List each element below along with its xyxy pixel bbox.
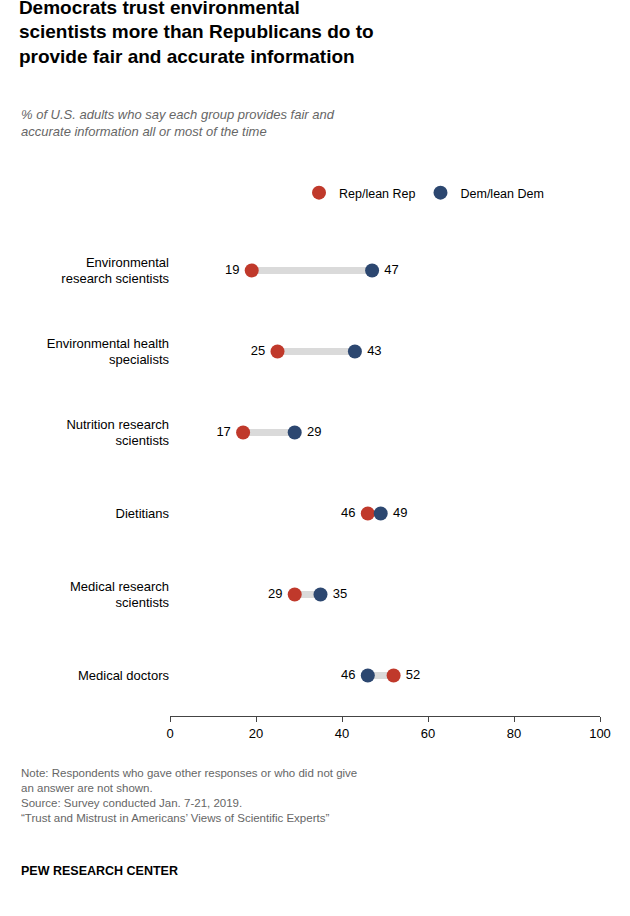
svg-text:40: 40 — [335, 726, 349, 741]
svg-text:Medical researchscientists: Medical researchscientists — [70, 579, 169, 611]
svg-text:20: 20 — [249, 726, 263, 741]
svg-text:80: 80 — [507, 726, 521, 741]
svg-text:19: 19 — [225, 262, 239, 277]
svg-text:46: 46 — [341, 667, 355, 682]
svg-text:25: 25 — [251, 343, 265, 358]
svg-text:PEW RESEARCH CENTER: PEW RESEARCH CENTER — [21, 864, 178, 878]
svg-text:60: 60 — [421, 726, 435, 741]
svg-text:Medical doctors: Medical doctors — [78, 668, 170, 683]
svg-text:35: 35 — [333, 586, 347, 601]
svg-text:Dietitians: Dietitians — [116, 506, 170, 521]
svg-text:% of U.S. adults who say each: % of U.S. adults who say each group prov… — [21, 107, 335, 139]
svg-text:Dem/lean Dem: Dem/lean Dem — [460, 187, 543, 201]
svg-text:Democrats trust environmentals: Democrats trust environmentalscientists … — [19, 0, 374, 67]
svg-text:49: 49 — [393, 505, 407, 520]
svg-text:52: 52 — [406, 667, 420, 682]
svg-text:Rep/lean Rep: Rep/lean Rep — [339, 187, 415, 201]
svg-text:Nutrition researchscientists: Nutrition researchscientists — [66, 417, 169, 449]
svg-text:Note: Respondents who gave oth: Note: Respondents who gave other respons… — [21, 767, 357, 824]
svg-text:17: 17 — [216, 424, 230, 439]
svg-text:100: 100 — [589, 726, 611, 741]
svg-text:29: 29 — [307, 424, 321, 439]
svg-text:47: 47 — [384, 262, 398, 277]
svg-text:46: 46 — [341, 505, 355, 520]
svg-text:Environmental healthspecialist: Environmental healthspecialists — [47, 336, 170, 368]
svg-text:43: 43 — [367, 343, 381, 358]
svg-text:Environmentalresearch scientis: Environmentalresearch scientists — [61, 255, 169, 287]
svg-text:0: 0 — [166, 726, 173, 741]
svg-text:29: 29 — [268, 586, 282, 601]
